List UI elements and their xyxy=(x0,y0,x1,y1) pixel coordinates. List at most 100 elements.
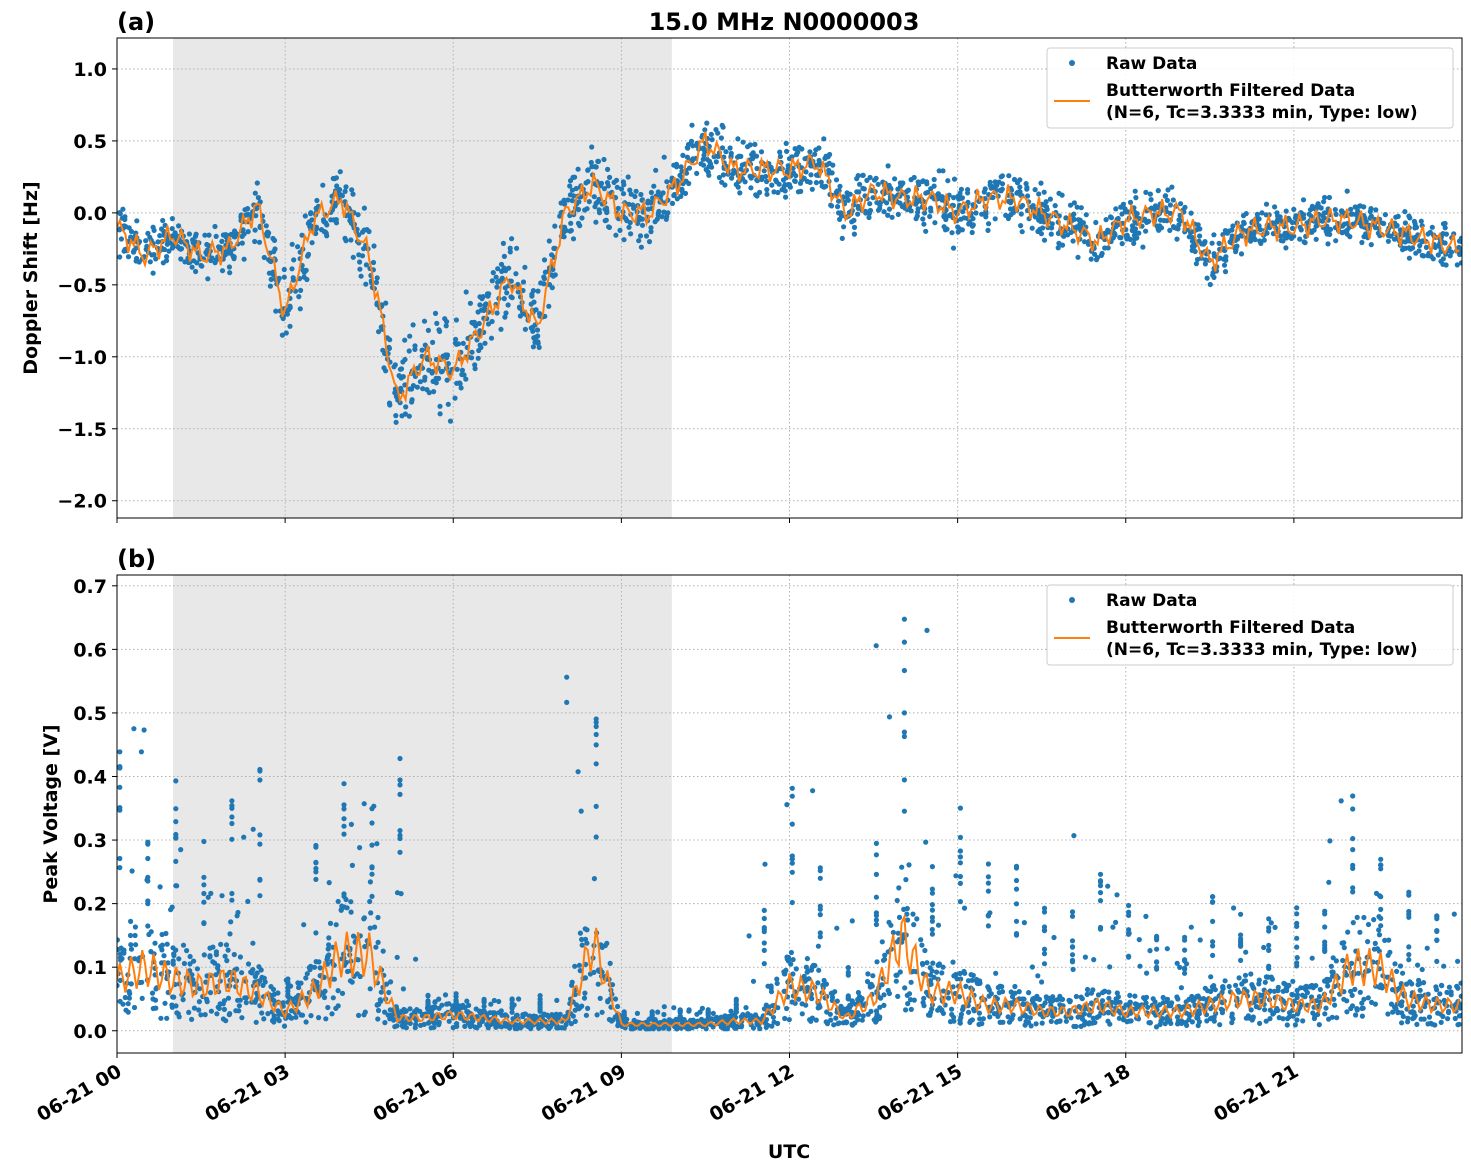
raw-data-point xyxy=(845,1005,851,1011)
raw-data-point xyxy=(481,1003,487,1010)
raw-data-point xyxy=(1127,999,1133,1006)
raw-data-point xyxy=(1167,210,1173,216)
y-tick-label: 0.1 xyxy=(73,957,107,979)
raw-data-point xyxy=(421,318,428,324)
raw-data-point xyxy=(874,959,880,965)
raw-data-point xyxy=(320,217,327,223)
raw-data-point xyxy=(1238,957,1244,964)
raw-data-point xyxy=(270,996,276,1003)
raw-data-point xyxy=(399,1023,405,1029)
y-tick-label: −0.5 xyxy=(57,275,107,297)
raw-data-point xyxy=(280,315,286,322)
raw-data-point xyxy=(988,185,994,191)
raw-data-point xyxy=(956,196,962,202)
raw-data-point xyxy=(1359,239,1365,246)
raw-data-point xyxy=(986,221,992,227)
raw-data-point xyxy=(224,958,230,964)
raw-data-point xyxy=(1113,919,1119,926)
raw-data-point xyxy=(591,969,597,976)
raw-data-point xyxy=(1359,1013,1365,1019)
raw-data-point xyxy=(509,1001,515,1007)
raw-data-point xyxy=(375,1007,382,1014)
raw-data-point xyxy=(432,310,439,316)
raw-data-point xyxy=(1067,202,1074,208)
raw-data-point xyxy=(295,244,301,250)
raw-data-point xyxy=(201,952,207,958)
raw-data-point xyxy=(206,232,212,238)
raw-data-point xyxy=(186,231,192,237)
raw-data-point xyxy=(813,180,820,186)
raw-data-point xyxy=(178,847,184,853)
raw-data-point xyxy=(838,1003,844,1010)
raw-data-point xyxy=(1359,1005,1365,1012)
raw-data-point xyxy=(1155,188,1161,194)
raw-data-point xyxy=(761,961,767,967)
raw-data-point xyxy=(428,1025,434,1031)
raw-data-point xyxy=(1400,247,1406,253)
raw-data-point xyxy=(957,1020,963,1026)
raw-data-point xyxy=(857,181,863,187)
raw-data-point xyxy=(1309,203,1315,209)
raw-data-point xyxy=(1284,235,1290,241)
raw-data-point xyxy=(809,186,815,192)
raw-data-point xyxy=(584,927,590,933)
raw-data-point xyxy=(1097,878,1104,884)
raw-data-point xyxy=(856,1012,862,1018)
raw-data-point xyxy=(341,891,347,897)
raw-data-point xyxy=(904,911,910,917)
raw-data-point xyxy=(127,932,134,939)
raw-data-point xyxy=(705,1009,711,1016)
raw-data-point xyxy=(593,761,599,767)
raw-data-point xyxy=(191,1005,197,1011)
raw-data-point xyxy=(1435,1010,1441,1016)
raw-data-point xyxy=(593,742,599,748)
raw-data-point xyxy=(929,890,936,896)
legend-filtered-params: (N=6, Tc=3.3333 min, Type: low) xyxy=(1106,103,1418,123)
raw-data-point xyxy=(1249,1017,1255,1023)
raw-data-point xyxy=(196,999,202,1005)
raw-data-point xyxy=(343,184,349,190)
raw-data-point xyxy=(789,785,795,791)
raw-data-point xyxy=(258,967,264,973)
raw-data-point xyxy=(1378,856,1384,862)
raw-data-point xyxy=(132,956,138,962)
raw-data-point xyxy=(851,224,858,230)
raw-data-point xyxy=(1350,806,1356,812)
raw-data-point xyxy=(356,252,362,258)
raw-data-point xyxy=(1186,1011,1192,1018)
x-tick-label: 06-21 21 xyxy=(1210,1060,1302,1126)
raw-data-point xyxy=(576,199,582,205)
raw-data-point xyxy=(605,998,611,1004)
raw-data-point xyxy=(1283,986,1289,992)
raw-data-point xyxy=(285,984,291,991)
raw-data-point xyxy=(313,205,319,211)
raw-data-point xyxy=(335,988,341,994)
raw-data-point xyxy=(472,362,478,368)
raw-data-point xyxy=(992,179,998,185)
raw-data-point xyxy=(399,413,405,419)
raw-data-point xyxy=(979,1021,985,1027)
raw-data-point xyxy=(204,241,210,248)
raw-data-point xyxy=(1456,1013,1462,1019)
raw-data-point xyxy=(813,1017,819,1023)
raw-data-point xyxy=(762,861,768,867)
raw-data-point xyxy=(350,254,356,260)
raw-data-point xyxy=(1376,984,1382,990)
raw-data-point xyxy=(885,163,891,169)
raw-data-point xyxy=(864,978,871,985)
raw-data-point xyxy=(910,911,916,917)
raw-data-point xyxy=(257,777,263,783)
raw-data-point xyxy=(252,238,258,245)
raw-data-point xyxy=(903,877,909,883)
raw-data-point xyxy=(1023,181,1029,187)
raw-data-point xyxy=(1289,225,1296,231)
raw-data-point xyxy=(957,873,964,880)
raw-data-point xyxy=(1092,251,1098,257)
raw-data-point xyxy=(754,165,760,172)
raw-data-point xyxy=(517,313,524,319)
y-tick-label: 0.0 xyxy=(73,1021,107,1043)
raw-data-point xyxy=(164,941,170,947)
raw-data-point xyxy=(469,1022,475,1028)
raw-data-point xyxy=(1063,215,1069,221)
raw-data-point xyxy=(621,1012,627,1018)
